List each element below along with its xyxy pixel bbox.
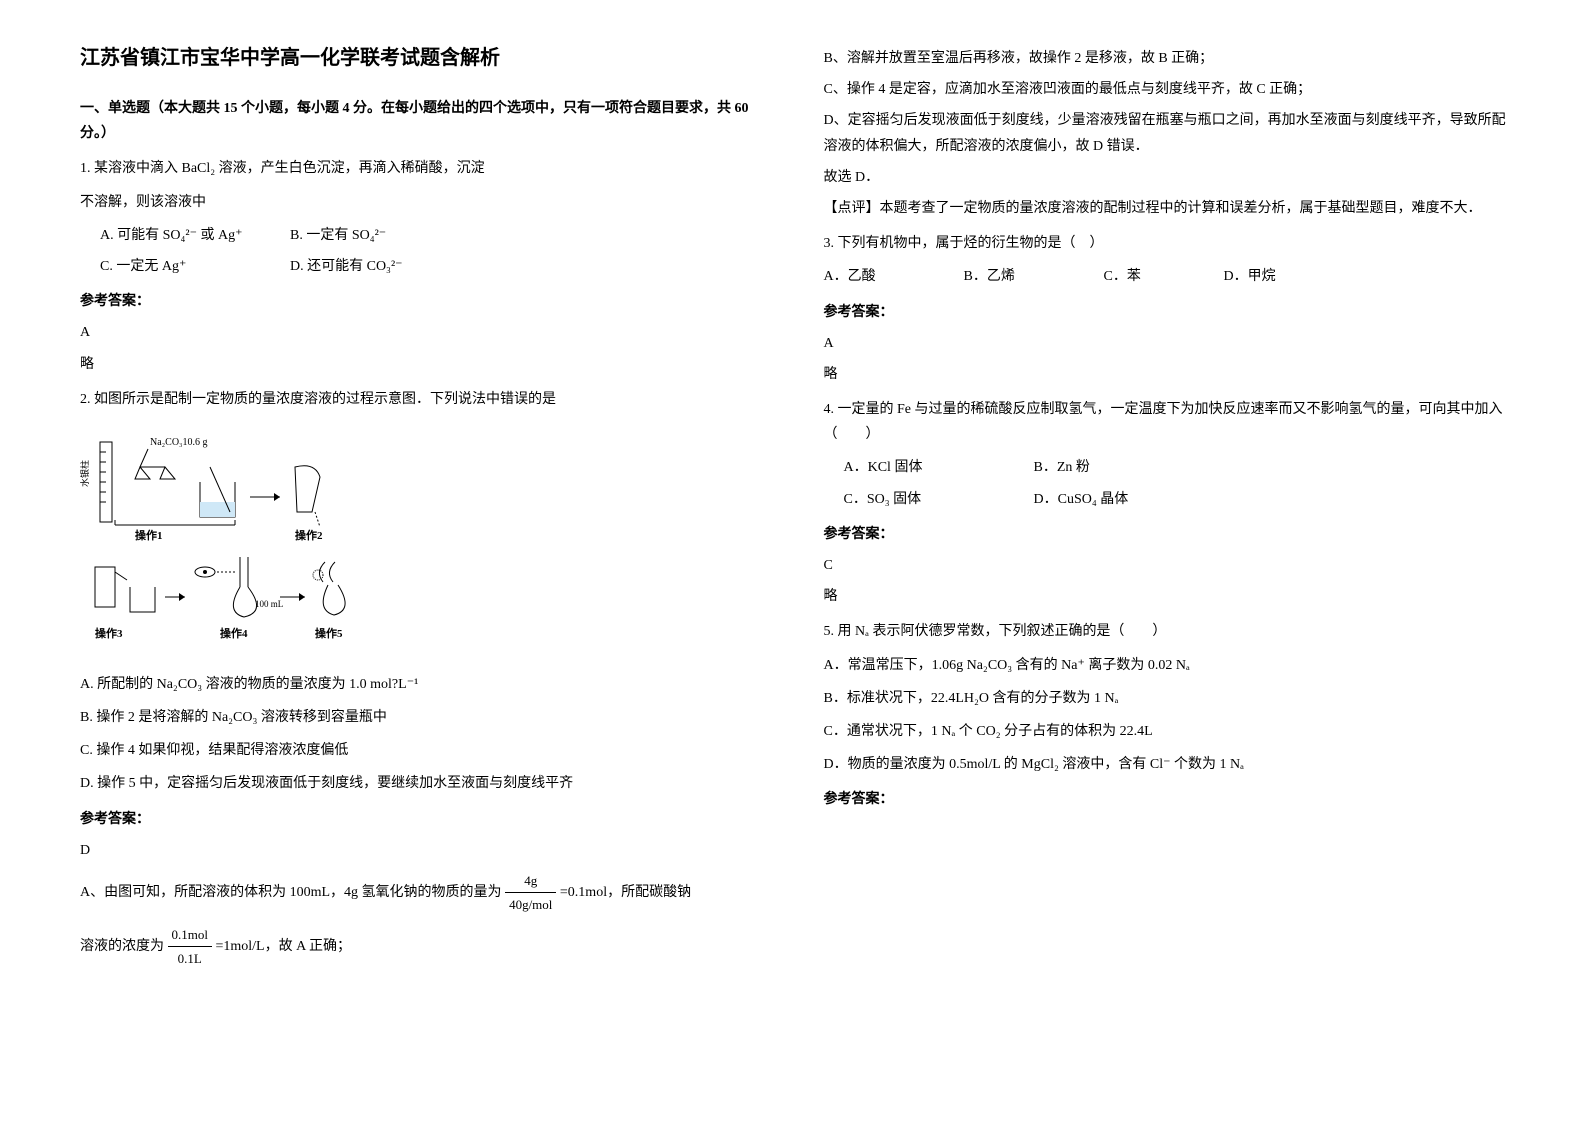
explA2-suffix: =1mol/L，故 A 正确；: [215, 939, 350, 954]
q3-optA: A．乙酸: [824, 264, 924, 289]
q2-optB: B. 操作 2 是将溶解的 Na₂CO₃ 溶液转移到容量瓶中: [80, 705, 764, 730]
q5-stem: 5. 用 Nₐ 表示阿伏德罗常数，下列叙述正确的是（ ）: [824, 619, 1508, 644]
option-row: A．KCl 固体 B．Zn 粉: [844, 455, 1508, 480]
q1-stem-line1: 1. 某溶液中滴入 BaCl₂ 溶液，产生白色沉淀，再滴入稀硝酸，沉淀: [80, 156, 764, 181]
q2-comment: 【点评】本题考查了一定物质的量浓度溶液的配制过程中的计算和误差分析，属于基础型题…: [824, 196, 1508, 221]
q4-optD: D．CuSO₄ 晶体: [1034, 487, 1184, 512]
q3-optC: C．苯: [1104, 264, 1184, 289]
q4-answer: C: [824, 553, 1508, 578]
fraction-icon: 4g 40g/mol: [505, 869, 556, 917]
answer-label: 参考答案：: [824, 300, 1508, 325]
q3-optD: D．甲烷: [1224, 264, 1304, 289]
q3-note: 略: [824, 362, 1508, 387]
option-row: C．SO₃ 固体 D．CuSO₄ 晶体: [844, 487, 1508, 512]
q1-stem-line2: 不溶解，则该溶液中: [80, 190, 764, 215]
q4-stem: 4. 一定量的 Fe 与过量的稀硫酸反应制取氢气，一定温度下为加快反应速率而又不…: [824, 397, 1508, 447]
q1-optD: D. 还可能有 CO₃²⁻: [290, 254, 440, 279]
q2-optC: C. 操作 4 如果仰视，结果配得溶液浓度偏低: [80, 738, 764, 763]
q2-explB: B、溶解并放置至室温后再移液，故操作 2 是移液，故 B 正确；: [824, 46, 1508, 71]
q2-explEnd: 故选 D．: [824, 165, 1508, 190]
section-1-header: 一、单选题（本大题共 15 个小题，每小题 4 分。在每小题给出的四个选项中，只…: [80, 96, 764, 146]
q2-explD: D、定容摇匀后发现液面低于刻度线，少量溶液残留在瓶塞与瓶口之间，再加水至液面与刻…: [824, 108, 1508, 158]
answer-label: 参考答案：: [824, 522, 1508, 547]
op4-label: 操作4: [220, 626, 248, 640]
q2-diagram: 水银柱 Na₂CO₃10.6 g: [80, 427, 764, 657]
option-row: C. 一定无 Ag⁺ D. 还可能有 CO₃²⁻: [100, 254, 764, 279]
q5-optC: C．通常状况下，1 Nₐ 个 CO₂ 分子占有的体积为 22.4L: [824, 719, 1508, 744]
answer-label: 参考答案：: [824, 787, 1508, 812]
answer-label: 参考答案：: [80, 807, 764, 832]
q2-stem: 2. 如图所示是配制一定物质的量浓度溶液的过程示意图．下列说法中错误的是: [80, 387, 764, 412]
q4-note: 略: [824, 584, 1508, 609]
q5-optD: D．物质的量浓度为 0.5mol/L 的 MgCl₂ 溶液中，含有 Cl⁻ 个数…: [824, 752, 1508, 777]
answer-label: 参考答案：: [80, 289, 764, 314]
q3-answer: A: [824, 331, 1508, 356]
q2-explA: A、由图可知，所配溶液的体积为 100mL，4g 氢氧化钠的物质的量为 4g 4…: [80, 869, 764, 917]
svg-text:水银柱: 水银柱: [80, 460, 90, 487]
q2-optA: A. 所配制的 Na₂CO₃ 溶液的物质的量浓度为 1.0 mol?L⁻¹: [80, 672, 764, 697]
q1-answer: A: [80, 320, 764, 345]
explA-suffix: =0.1mol，所配碳酸钠: [560, 885, 691, 900]
explA2-prefix: 溶液的浓度为: [80, 939, 164, 954]
question-4: 4. 一定量的 Fe 与过量的稀硫酸反应制取氢气，一定温度下为加快反应速率而又不…: [824, 397, 1508, 609]
q1-optA: A. 可能有 SO₄²⁻ 或 Ag⁺: [100, 223, 250, 248]
q1-note: 略: [80, 352, 764, 377]
frac-num: 0.1mol: [168, 923, 212, 947]
op2-label: 操作2: [295, 528, 323, 542]
op1-label: 操作1: [135, 528, 163, 542]
fraction-icon: 0.1mol 0.1L: [168, 923, 212, 971]
q2-answer: D: [80, 838, 764, 863]
op3-label: 操作3: [95, 626, 123, 640]
question-1: 1. 某溶液中滴入 BaCl₂ 溶液，产生白色沉淀，再滴入稀硝酸，沉淀 不溶解，…: [80, 156, 764, 376]
q1-optB: B. 一定有 SO₄²⁻: [290, 223, 440, 248]
option-row: A. 可能有 SO₄²⁻ 或 Ag⁺ B. 一定有 SO₄²⁻: [100, 223, 764, 248]
question-2: 2. 如图所示是配制一定物质的量浓度溶液的过程示意图．下列说法中错误的是 水银柱…: [80, 387, 764, 971]
right-column: B、溶解并放置至室温后再移液，故操作 2 是移液，故 B 正确； C、操作 4 …: [824, 40, 1508, 981]
q2-explA2: 溶液的浓度为 0.1mol 0.1L =1mol/L，故 A 正确；: [80, 923, 764, 971]
frac-num: 4g: [505, 869, 556, 893]
q4-options: A．KCl 固体 B．Zn 粉 C．SO₃ 固体 D．CuSO₄ 晶体: [824, 455, 1508, 511]
q3-optB: B．乙烯: [964, 264, 1064, 289]
q2-explC: C、操作 4 是定容，应滴加水至溶液凹液面的最低点与刻度线平齐，故 C 正确；: [824, 77, 1508, 102]
diagram-label-top: Na₂CO₃10.6 g: [150, 437, 208, 448]
q4-optB: B．Zn 粉: [1034, 455, 1184, 480]
q5-optA: A．常温常压下，1.06g Na₂CO₃ 含有的 Na⁺ 离子数为 0.02 N…: [824, 653, 1508, 678]
q2-optD: D. 操作 5 中，定容摇匀后发现液面低于刻度线，要继续加水至液面与刻度线平齐: [80, 771, 764, 796]
q5-optB: B．标准状况下，22.4LH₂O 含有的分子数为 1 Nₐ: [824, 686, 1508, 711]
op5-label: 操作5: [315, 626, 343, 640]
frac-den: 40g/mol: [505, 893, 556, 916]
q4-optA: A．KCl 固体: [844, 455, 994, 480]
exam-title: 江苏省镇江市宝华中学高一化学联考试题含解析: [80, 40, 764, 76]
q1-optC: C. 一定无 Ag⁺: [100, 254, 250, 279]
q3-stem: 3. 下列有机物中，属于烃的衍生物的是（ ）: [824, 231, 1508, 256]
question-5: 5. 用 Nₐ 表示阿伏德罗常数，下列叙述正确的是（ ） A．常温常压下，1.0…: [824, 619, 1508, 812]
q1-options: A. 可能有 SO₄²⁻ 或 Ag⁺ B. 一定有 SO₄²⁻ C. 一定无 A…: [80, 223, 764, 279]
page-root: 江苏省镇江市宝华中学高一化学联考试题含解析 一、单选题（本大题共 15 个小题，…: [80, 40, 1507, 981]
explA-prefix: A、由图可知，所配溶液的体积为 100mL，4g 氢氧化钠的物质的量为: [80, 885, 502, 900]
left-column: 江苏省镇江市宝华中学高一化学联考试题含解析 一、单选题（本大题共 15 个小题，…: [80, 40, 764, 981]
solution-prep-diagram-icon: 水银柱 Na₂CO₃10.6 g: [80, 427, 380, 657]
option-row: A．乙酸 B．乙烯 C．苯 D．甲烷: [824, 264, 1508, 289]
q4-optC: C．SO₃ 固体: [844, 487, 994, 512]
question-3: 3. 下列有机物中，属于烃的衍生物的是（ ） A．乙酸 B．乙烯 C．苯 D．甲…: [824, 231, 1508, 387]
frac-den: 0.1L: [168, 947, 212, 970]
vol-label: 100 mL: [255, 599, 283, 609]
